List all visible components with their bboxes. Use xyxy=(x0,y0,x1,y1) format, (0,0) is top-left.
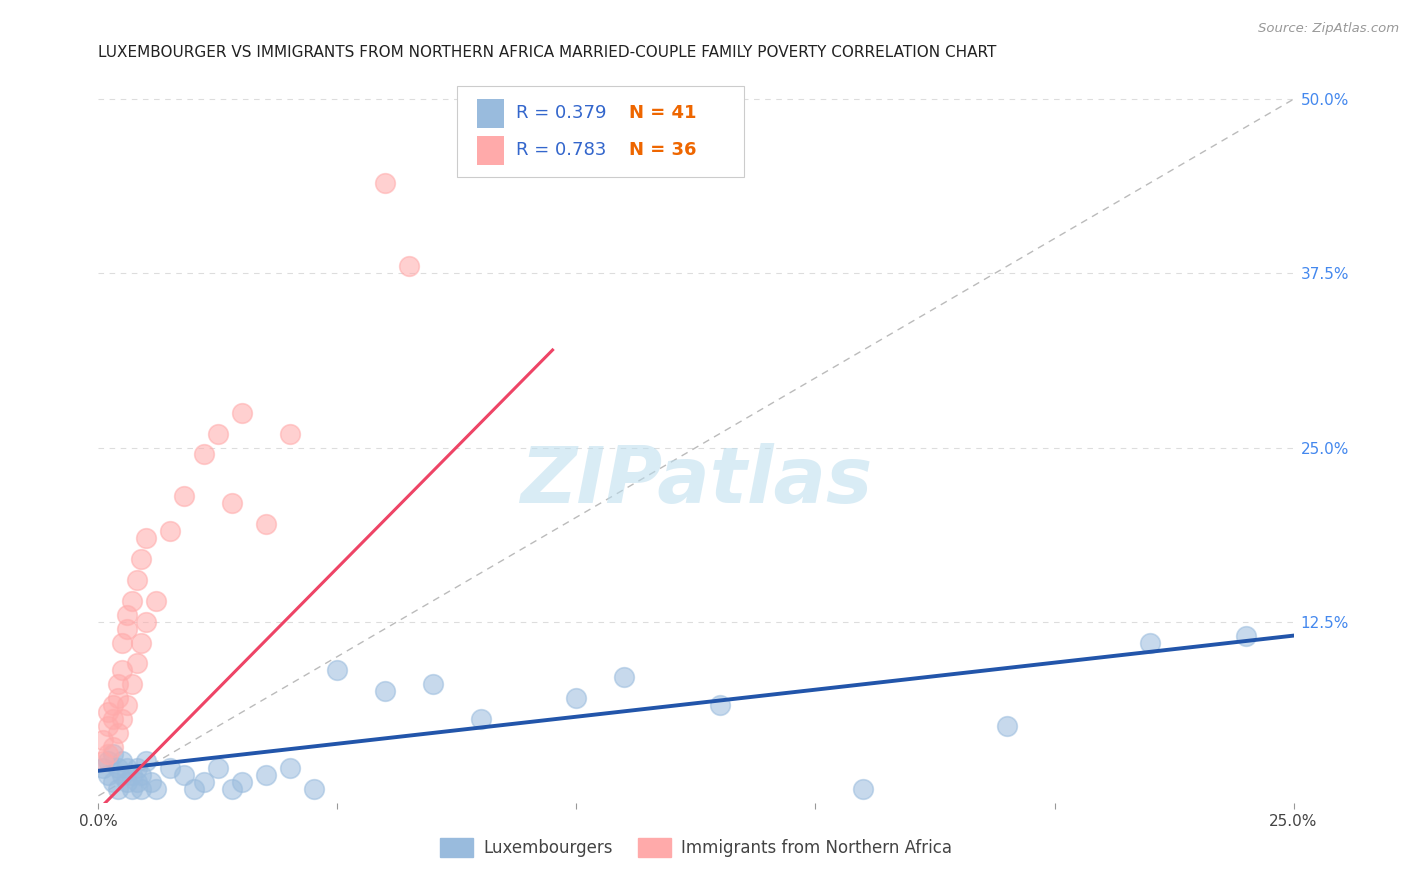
Point xyxy=(422,677,444,691)
Text: ZIPatlas: ZIPatlas xyxy=(520,443,872,519)
Point xyxy=(145,594,167,608)
Point xyxy=(995,719,1018,733)
Point xyxy=(125,775,148,789)
Point xyxy=(221,496,243,510)
Point xyxy=(159,524,181,538)
Point xyxy=(91,761,114,775)
Point xyxy=(183,781,205,796)
Point xyxy=(1139,635,1161,649)
Point xyxy=(398,260,420,274)
Point xyxy=(115,698,138,713)
FancyBboxPatch shape xyxy=(477,136,503,165)
Point xyxy=(231,406,253,420)
Point xyxy=(302,781,325,796)
Point xyxy=(115,622,138,636)
Point xyxy=(125,573,148,587)
Text: R = 0.379: R = 0.379 xyxy=(516,104,606,122)
Point xyxy=(97,747,120,761)
Point xyxy=(125,657,148,671)
Point xyxy=(125,761,148,775)
Text: LUXEMBOURGER VS IMMIGRANTS FROM NORTHERN AFRICA MARRIED-COUPLE FAMILY POVERTY CO: LUXEMBOURGER VS IMMIGRANTS FROM NORTHERN… xyxy=(98,45,997,61)
Legend: Luxembourgers, Immigrants from Northern Africa: Luxembourgers, Immigrants from Northern … xyxy=(433,831,959,864)
Text: R = 0.783: R = 0.783 xyxy=(516,141,606,159)
Point xyxy=(374,684,396,698)
Point xyxy=(278,761,301,775)
Point xyxy=(111,754,134,768)
Point xyxy=(1234,629,1257,643)
Point xyxy=(107,691,129,706)
Point xyxy=(254,517,277,532)
Point xyxy=(326,664,349,678)
Point xyxy=(135,615,157,629)
Point xyxy=(115,775,138,789)
Point xyxy=(193,448,215,462)
Point xyxy=(565,691,588,706)
Point xyxy=(101,740,124,755)
Point xyxy=(97,754,120,768)
Text: Source: ZipAtlas.com: Source: ZipAtlas.com xyxy=(1258,22,1399,36)
Point xyxy=(91,754,114,768)
Point xyxy=(101,698,124,713)
FancyBboxPatch shape xyxy=(457,86,744,178)
Point xyxy=(101,747,124,761)
Point xyxy=(135,754,157,768)
Point xyxy=(121,768,143,782)
Point xyxy=(131,552,153,566)
Point xyxy=(193,775,215,789)
Point xyxy=(135,531,157,545)
Point xyxy=(97,768,120,782)
Point xyxy=(131,768,153,782)
Point xyxy=(101,712,124,726)
Point xyxy=(97,719,120,733)
Point xyxy=(115,761,138,775)
Point xyxy=(91,733,114,747)
Point xyxy=(111,712,134,726)
Point xyxy=(111,635,134,649)
Point xyxy=(107,781,129,796)
Point xyxy=(173,489,195,503)
Point xyxy=(173,768,195,782)
Point xyxy=(613,670,636,684)
Text: N = 41: N = 41 xyxy=(628,104,696,122)
Point xyxy=(139,775,162,789)
Point xyxy=(709,698,731,713)
Point xyxy=(207,426,229,441)
Point xyxy=(121,677,143,691)
Point xyxy=(107,677,129,691)
Point xyxy=(278,426,301,441)
Point xyxy=(97,705,120,719)
Point xyxy=(145,781,167,796)
Point xyxy=(115,607,138,622)
Point xyxy=(852,781,875,796)
Point xyxy=(131,781,153,796)
Point xyxy=(159,761,181,775)
Point xyxy=(374,176,396,190)
Point xyxy=(101,775,124,789)
Point xyxy=(121,781,143,796)
Point xyxy=(131,635,153,649)
Point xyxy=(121,594,143,608)
Point xyxy=(111,664,134,678)
Point xyxy=(107,761,129,775)
Point xyxy=(254,768,277,782)
Point xyxy=(221,781,243,796)
Text: N = 36: N = 36 xyxy=(628,141,696,159)
FancyBboxPatch shape xyxy=(477,99,503,128)
Point xyxy=(107,726,129,740)
Point xyxy=(470,712,492,726)
Point xyxy=(231,775,253,789)
Point xyxy=(111,768,134,782)
Point xyxy=(207,761,229,775)
